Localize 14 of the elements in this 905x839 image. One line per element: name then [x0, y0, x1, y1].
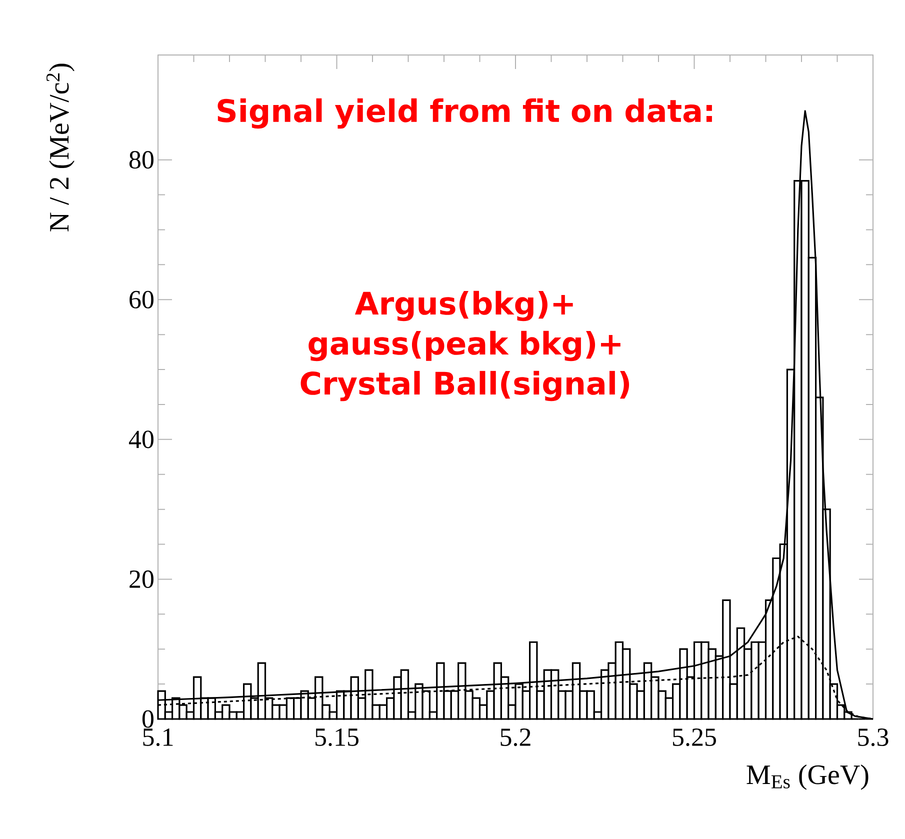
y-tick-label: 60 [130, 290, 154, 308]
annotation: Argus(bkg)+ gauss(peak bkg)+ Crystal Ball(signal) [300, 290, 630, 402]
y-tick-label: 40 [128, 430, 154, 448]
annotation: Signal yield from fit on data: [218, 98, 712, 129]
x-tick-label: 5.25 [673, 728, 716, 746]
y-tick-label: 80 [129, 151, 154, 169]
x-tick-label: 5.1 [143, 728, 173, 746]
y-tick-label: 0 [142, 710, 154, 728]
x-tick-label: 5.15 [316, 728, 358, 746]
y-axis-title: N / 2 (MeV/c$^{2}$) [46, 64, 74, 232]
x-axis-title: M$_{Es}$ (GeV) [746, 764, 868, 790]
y-tick-label: 20 [130, 570, 154, 588]
x-tick-label: 5.3 [858, 728, 888, 746]
x-tick-label: 5.2 [500, 728, 530, 746]
